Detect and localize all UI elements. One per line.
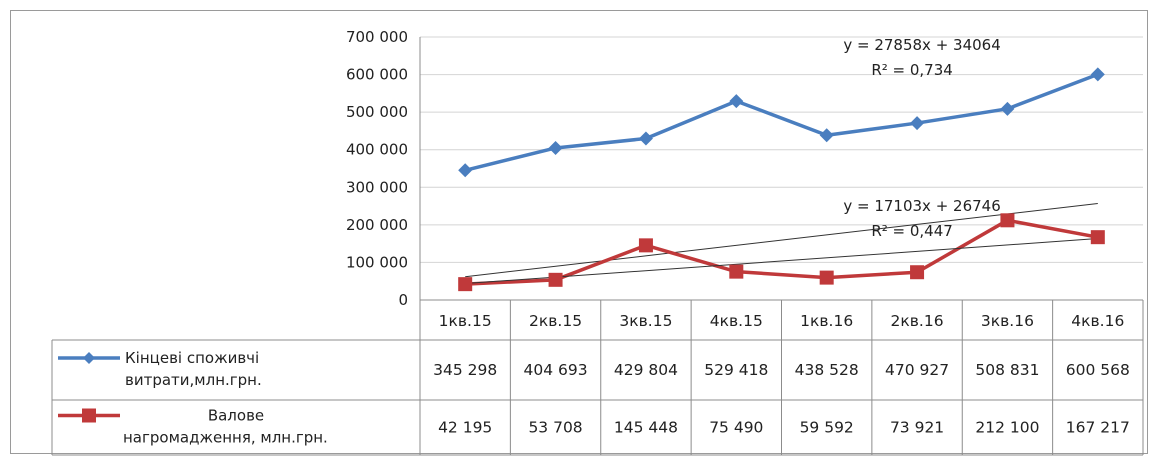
legend-label: Кінцеві споживчі xyxy=(125,349,259,367)
y-tick-label: 100 000 xyxy=(346,253,408,271)
data-point-diamond xyxy=(548,140,563,155)
category-label: 2кв.15 xyxy=(529,312,582,330)
table-value-cell: 404 693 xyxy=(524,361,588,379)
data-table: 1кв.15 2кв.15 3кв.15 4кв.15 1кв.16 2кв.16 3кв.… xyxy=(51,299,1144,456)
data-point-square xyxy=(638,238,653,253)
table-value-cell: 508 831 xyxy=(975,361,1039,379)
table-value-cell: 59 592 xyxy=(800,419,854,437)
y-tick-label: 200 000 xyxy=(346,216,408,234)
data-point-diamond xyxy=(458,163,473,178)
data-point-diamond xyxy=(1090,67,1105,82)
series-line xyxy=(465,218,1099,286)
trend-equation: y = 27858x + 34064 xyxy=(843,36,1000,54)
table-value-cell: 145 448 xyxy=(614,419,678,437)
data-point-square xyxy=(458,277,473,292)
series-1: y = 27858x + 34064 R² = 0,734 xyxy=(458,36,1105,278)
gridlines xyxy=(420,36,1143,263)
category-label: 3кв.15 xyxy=(619,312,672,330)
y-tick-label: 600 000 xyxy=(346,66,408,84)
trendline xyxy=(465,202,1098,278)
category-label: 4кв.15 xyxy=(710,312,763,330)
category-label: 3кв.16 xyxy=(981,312,1034,330)
data-point-diamond xyxy=(638,131,653,146)
series-line xyxy=(464,72,1099,172)
legend-key-diamond xyxy=(83,352,95,364)
y-tick-label: 0 xyxy=(398,291,408,309)
data-point-diamond xyxy=(910,116,925,131)
legend-label: Валове xyxy=(208,407,264,425)
table-value-cell: 429 804 xyxy=(614,361,678,379)
legend-label: нагромадження, млн.грн. xyxy=(123,429,328,447)
category-label: 4кв.16 xyxy=(1071,312,1124,330)
chart-frame xyxy=(10,10,1148,454)
table-value-cell: 600 568 xyxy=(1066,361,1130,379)
table-value-cell: 438 528 xyxy=(795,361,859,379)
table-value-cell: 529 418 xyxy=(704,361,768,379)
data-point-square xyxy=(729,264,744,279)
table-value-cell: 73 921 xyxy=(890,419,944,437)
legend-key-square xyxy=(82,408,96,423)
table-value-cell: 470 927 xyxy=(885,361,949,379)
table-value-cell: 75 490 xyxy=(709,419,763,437)
y-tick-label: 300 000 xyxy=(346,178,408,196)
category-label: 1кв.16 xyxy=(800,312,853,330)
table-value-cell: 167 217 xyxy=(1066,419,1130,437)
table-value-cell: 53 708 xyxy=(528,419,582,437)
y-tick-label: 700 000 xyxy=(346,28,408,46)
table-value-cell: 212 100 xyxy=(975,419,1039,437)
trend-equation: y = 17103x + 26746 xyxy=(843,197,1000,215)
table-value-cell: 42 195 xyxy=(438,419,492,437)
data-point-square xyxy=(1000,213,1015,228)
data-point-square xyxy=(910,265,925,280)
trend-r-squared: R² = 0,734 xyxy=(871,61,952,79)
y-tick-label: 400 000 xyxy=(346,141,408,159)
data-point-diamond xyxy=(819,128,834,143)
category-label: 2кв.16 xyxy=(891,312,944,330)
series-2: y = 17103x + 26746 R² = 0,447 xyxy=(458,197,1105,292)
trendline xyxy=(465,238,1098,285)
data-point-square xyxy=(1090,230,1105,245)
y-tick-label: 500 000 xyxy=(346,103,408,121)
table-value-cell: 345 298 xyxy=(433,361,497,379)
trend-r-squared: R² = 0,447 xyxy=(871,222,952,240)
data-point-diamond xyxy=(729,94,744,109)
data-point-square xyxy=(819,270,834,285)
data-point-diamond xyxy=(1000,101,1015,116)
y-axis-ticks: 0 100 000 200 000 300 000 400 000 500 000 600 … xyxy=(346,28,408,309)
data-point-square xyxy=(548,272,563,287)
category-label: 1кв.15 xyxy=(439,312,492,330)
legend-label: витрати,млн.грн. xyxy=(125,371,262,389)
